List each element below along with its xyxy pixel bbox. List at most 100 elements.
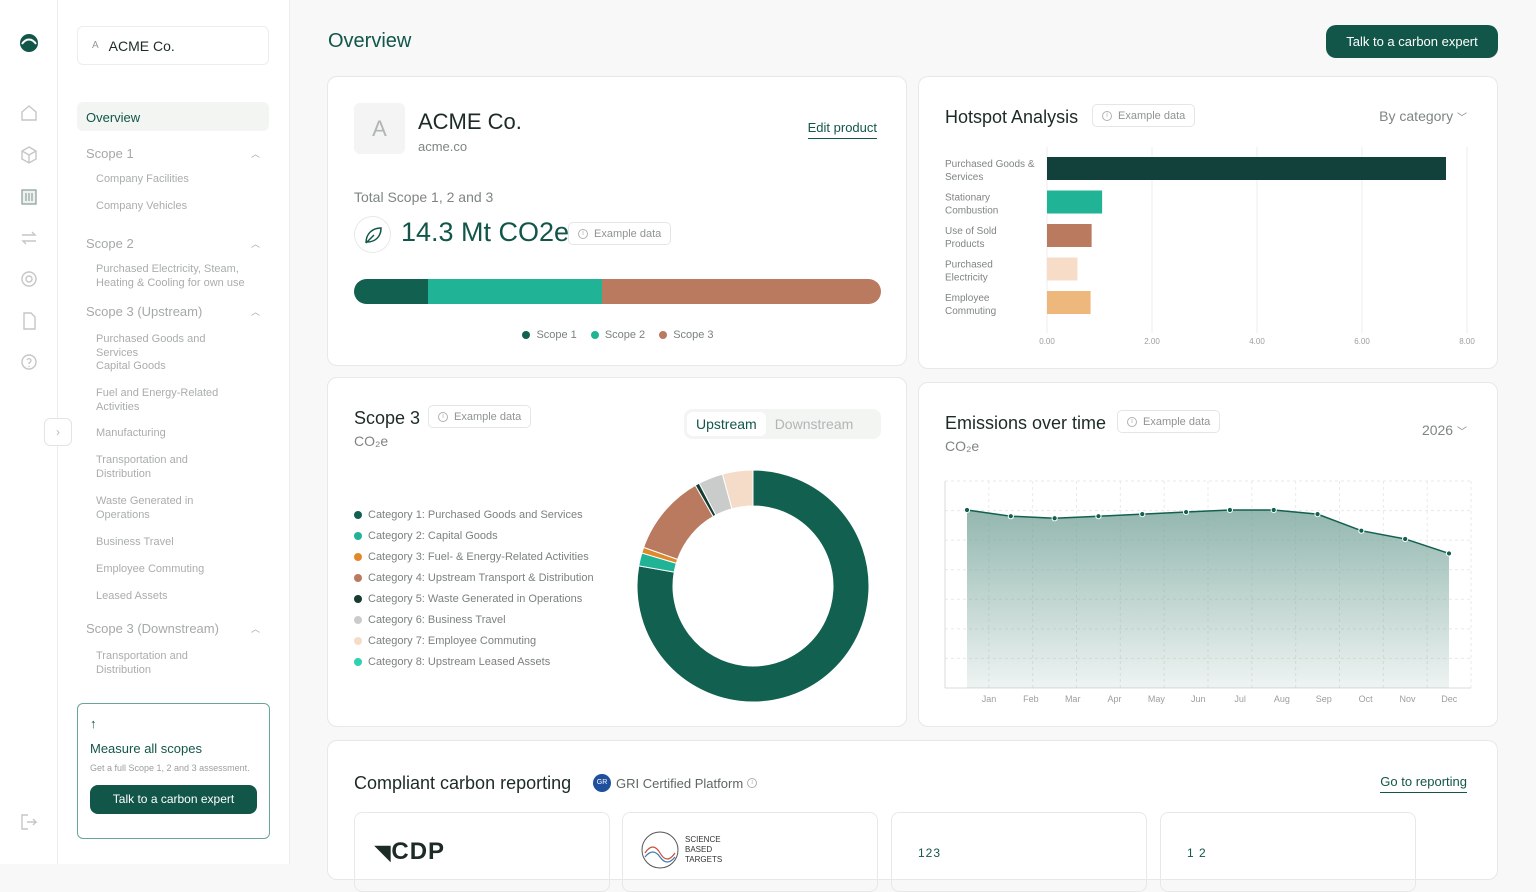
org-name: ACME Co. [108,37,175,54]
sidebar-item-transportation[interactable]: Transportation and Distribution [96,454,188,480]
data-point[interactable] [1402,535,1409,543]
chevron-down-icon: ﹀ [1457,427,1467,438]
category-dropdown[interactable]: By category ﹀ [1379,108,1467,124]
data-point[interactable] [1445,550,1453,557]
legend-label: Scope 3 [673,328,714,341]
sidebar-group-scope3-upstream[interactable]: Scope 3 (Upstream) ︿ [77,298,269,324]
hotspot-bar[interactable] [1047,257,1078,281]
data-point[interactable] [1270,506,1277,514]
legend-dot [354,531,362,540]
sidebar-item-business-travel[interactable]: Business Travel [96,536,174,548]
hotspot-bar[interactable] [1047,224,1092,247]
year-dropdown[interactable]: 2026 ﹀ [1422,422,1467,438]
category-label: Purchased Electricity [945,260,993,284]
data-point[interactable] [1182,508,1190,516]
help-icon[interactable] [19,352,39,372]
home-icon[interactable] [19,103,39,123]
sidebar-item-manufacturing[interactable]: Manufacturing [96,427,166,439]
x-tick-label: Jun [1191,694,1206,704]
framework-card-3[interactable]: 123 [891,812,1147,892]
hotspot-bar[interactable] [1047,190,1103,214]
sidebar-collapse-button[interactable]: › [44,418,72,446]
framework-4-logo: 1 2 [1187,846,1207,860]
data-point[interactable] [1007,513,1014,520]
document-icon[interactable] [19,311,39,331]
emissions-area-chart: Jan Feb Mar Apr May Jun Jul Aug Sep Oct Nov Dec [944,480,1472,704]
sidebar-group-scope2[interactable]: Scope 2 ︿ [77,230,269,256]
category-label: Use of Sold Products [945,226,997,250]
legend-label: Category 2: Capital Goods [368,529,498,542]
data-point[interactable] [1314,511,1321,518]
legend-dot [354,636,362,645]
page-title: Overview [328,30,412,52]
hotspot-bar[interactable] [1047,291,1091,314]
x-tick-label: 2.00 [1144,337,1160,346]
example-data-badge: i Example data [1117,410,1221,433]
legend-dot [659,330,668,339]
framework-card-4[interactable]: 1 2 [1160,812,1416,892]
tab-upstream[interactable]: Upstream [687,412,766,436]
sidebar-item-capital-goods[interactable]: Capital Goods [96,360,166,372]
scope-legend: Scope 1 Scope 2 Scope 3 [328,324,908,345]
legend-label: Scope 1 [536,328,577,341]
sbti-wordmark: SCIENCE BASED TARGETS [685,835,723,864]
sidebar-item-employee-commuting[interactable]: Employee Commuting [96,563,205,575]
x-tick-label: Jan [982,694,997,704]
framework-3-logo: 123 [918,846,942,860]
sidebar-item-company-vehicles[interactable]: Company Vehicles [96,200,188,212]
donut-slice[interactable] [636,469,870,703]
sidebar-group-scope3-downstream[interactable]: Scope 3 (Downstream) ︿ [77,615,269,641]
target-icon[interactable] [19,269,39,289]
promo-talk-button[interactable]: Talk to a carbon expert [90,785,257,814]
x-tick-label: Oct [1359,694,1374,704]
scope-share-bar [354,279,881,304]
example-data-badge: i Example data [428,405,532,428]
emissions-card: Emissions over time i Example data CO₂e 2… [918,382,1498,727]
sidebar-item-purchased-electricity[interactable]: Purchased Electricity, Steam, Heating & … [96,263,245,289]
example-data-label: Example data [454,410,522,423]
sidebar-item-overview[interactable]: Overview [77,102,269,131]
info-icon: i [1127,416,1137,427]
sbti-card[interactable]: SCIENCE BASED TARGETS [622,812,878,892]
talk-to-expert-button[interactable]: Talk to a carbon expert [1326,25,1498,58]
sidebar-item-fuel-energy[interactable]: Fuel and Energy-Related Activities [96,387,219,413]
category-legend-item: Category 7: Employee Commuting [354,630,594,651]
data-point[interactable] [1139,511,1146,518]
donut-slice[interactable] [721,469,754,510]
reporting-title: Compliant carbon reporting [354,773,572,793]
gri-platform-label: GRI Certified Platform [616,775,744,791]
tab-downstream[interactable]: Downstream [774,416,854,432]
go-to-reporting-link[interactable]: Go to reporting [1380,774,1467,793]
example-data-label: Example data [594,227,662,240]
cdp-card[interactable]: ◥CDP [354,812,610,892]
sidebar-item-leased-assets[interactable]: Leased Assets [96,590,168,602]
data-point[interactable] [1226,506,1234,514]
sidebar-item-company-facilities[interactable]: Company Facilities [96,173,189,185]
edit-product-link[interactable]: Edit product [807,120,877,139]
transfer-icon[interactable] [19,228,39,248]
sidebar-item-downstream-transportation[interactable]: Transportation and Distribution [96,650,188,676]
sidebar-group-label: Scope 3 (Downstream) [86,620,219,636]
sidebar-item-waste[interactable]: Waste Generated in Operations [96,495,194,521]
logout-icon[interactable] [19,812,39,832]
example-data-label: Example data [1143,415,1211,428]
scope3-unit: CO₂e [354,433,389,449]
sidebar-group-scope1[interactable]: Scope 1 ︿ [77,140,269,166]
x-tick-label: Aug [1274,694,1290,704]
category-legend-item: Category 5: Waste Generated in Operation… [354,588,594,609]
legend-label: Category 6: Business Travel [368,613,506,626]
hotspot-bar[interactable] [1047,157,1446,180]
gri-logo: GR [593,774,611,792]
legend-dot [354,573,362,582]
org-switcher[interactable]: A ACME Co. [77,26,269,65]
sidebar-item-purchased-goods[interactable]: Purchased Goods and Services [96,333,206,359]
legend-label: Category 4: Upstream Transport & Distrib… [368,571,594,584]
data-point[interactable] [1095,513,1102,520]
data-point[interactable] [1358,527,1365,534]
building-icon[interactable] [19,186,39,206]
legend-label: Scope 2 [604,328,646,341]
arrow-up-icon: ↑ [90,716,97,731]
data-point[interactable] [963,506,971,514]
box-icon[interactable] [19,145,39,165]
data-point[interactable] [1051,515,1058,522]
